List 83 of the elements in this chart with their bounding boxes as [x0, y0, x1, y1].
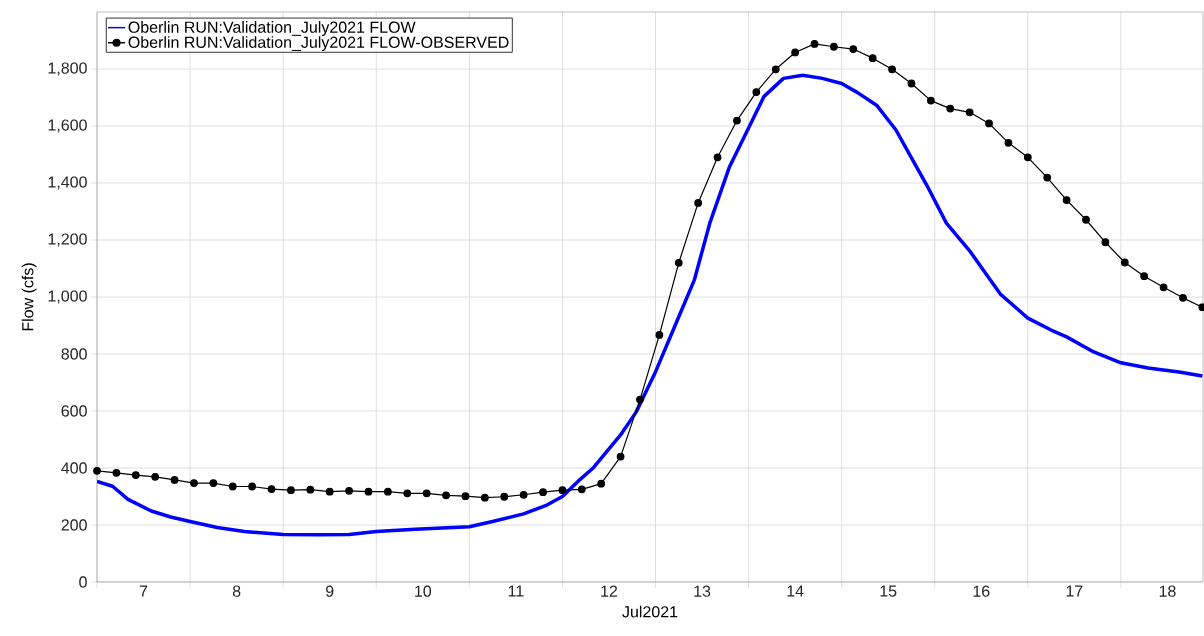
- x-tick-label: 7: [139, 585, 148, 597]
- y-tick-label: 1,600: [48, 119, 87, 133]
- point: [558, 486, 567, 495]
- point: [1179, 293, 1187, 302]
- y-tick-label: 0: [79, 576, 87, 588]
- point: [190, 479, 198, 487]
- point: [1082, 215, 1090, 224]
- point: [364, 487, 373, 496]
- point: [422, 489, 431, 498]
- point: [849, 45, 858, 53]
- y-tick-label: 200: [61, 519, 87, 531]
- point: [228, 482, 237, 491]
- point: [287, 486, 295, 495]
- x-tick-label: 16: [973, 585, 990, 597]
- y-tick-label: 400: [61, 462, 87, 474]
- point: [345, 486, 353, 495]
- point: [1004, 138, 1013, 147]
- point: [1159, 283, 1168, 292]
- point: [1120, 258, 1129, 267]
- point: [655, 330, 664, 339]
- x-tick-label: 9: [326, 585, 334, 597]
- point: [1023, 153, 1032, 162]
- point: [674, 258, 683, 267]
- point: [442, 491, 450, 500]
- point: [636, 395, 644, 404]
- point: [733, 116, 741, 125]
- point: [868, 54, 877, 63]
- point: [209, 479, 218, 487]
- point: [170, 476, 179, 484]
- point: [1043, 173, 1052, 182]
- point: [325, 487, 334, 496]
- point: [112, 468, 121, 477]
- point: [1140, 272, 1149, 281]
- y-tick-label: 1,000: [48, 290, 87, 304]
- point: [713, 153, 722, 162]
- point: [926, 96, 935, 105]
- point: [403, 489, 412, 498]
- legend-label: Oberlin RUN:Validation_July2021 FLOW-OBSERVED: [128, 36, 509, 52]
- y-tick-label: 1,400: [48, 176, 87, 190]
- point: [616, 452, 625, 461]
- point: [577, 485, 586, 494]
- point: [500, 492, 509, 501]
- point: [267, 485, 276, 493]
- point: [1062, 196, 1071, 204]
- point: [151, 472, 160, 481]
- point: [791, 48, 800, 57]
- y-tick-label: 800: [61, 348, 87, 360]
- point: [461, 492, 470, 501]
- x-tick-label: 11: [508, 585, 524, 597]
- point: [965, 108, 974, 117]
- point: [248, 482, 257, 491]
- x-tick-label: 14: [787, 585, 804, 597]
- legend-label: Oberlin RUN:Validation_July2021 FLOW: [128, 21, 416, 37]
- x-tick-label: 10: [415, 585, 432, 597]
- point: [306, 485, 315, 494]
- point: [830, 42, 838, 51]
- y-tick-label: 600: [61, 405, 87, 417]
- x-tick-label: 13: [694, 585, 711, 597]
- point: [480, 493, 489, 502]
- point: [597, 479, 606, 488]
- x-tick-label: 17: [1066, 585, 1083, 597]
- point: [752, 88, 761, 96]
- point: [888, 65, 896, 74]
- x-tick-label: 8: [232, 585, 241, 597]
- point: [694, 199, 703, 207]
- point: [810, 40, 819, 48]
- point: [907, 79, 916, 88]
- point: [519, 490, 528, 499]
- point: [771, 65, 780, 74]
- point: [93, 466, 101, 475]
- y-tick-label: 1,800: [48, 62, 87, 76]
- y-axis-title: Flow (cfs): [21, 263, 37, 331]
- x-tick-label: 12: [601, 585, 618, 597]
- point: [539, 488, 547, 497]
- point: [131, 471, 140, 480]
- point: [946, 104, 955, 113]
- x-tick-label: 15: [880, 585, 897, 597]
- x-axis-title: Jul2021: [622, 605, 678, 618]
- point: [985, 119, 993, 128]
- y-tick-label: 1,200: [48, 233, 87, 247]
- point: [383, 487, 392, 496]
- point: [1101, 238, 1110, 247]
- x-tick-label: 18: [1159, 585, 1176, 597]
